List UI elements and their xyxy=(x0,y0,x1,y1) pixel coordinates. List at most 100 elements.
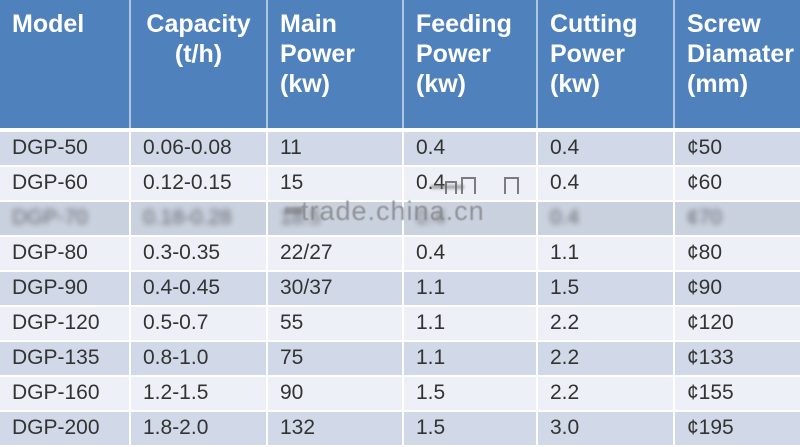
cell-text: 1.1 xyxy=(550,241,580,264)
cell-capacity: 1.2-1.5 xyxy=(131,377,268,412)
cell-model: DGP-160 xyxy=(0,377,131,412)
cell-capacity: 1.8-2.0 xyxy=(131,412,268,447)
cell-cutting-power: 2.2 xyxy=(538,342,675,377)
cell-feeding-power: 0.4 xyxy=(404,167,538,202)
column-header-feeding-power: Feeding Power (kw) xyxy=(404,0,538,128)
cell-text: DGP-80 xyxy=(12,241,88,264)
cell-capacity: 0.5-0.7 xyxy=(131,307,268,342)
cell-cutting-power: 1.5 xyxy=(538,272,675,307)
table-row: DGP-60 0.12-0.15 15 0.4 0.4 ¢60 xyxy=(0,167,800,202)
cell-feeding-power: 1.1 xyxy=(404,342,538,377)
cell-screw-diameter: ¢50 xyxy=(675,132,800,167)
cell-screw-diameter: ¢80 xyxy=(675,237,800,272)
cell-text: 1.5 xyxy=(416,416,446,439)
cell-text: 0.4 xyxy=(550,206,580,229)
cell-main-power: 15 xyxy=(268,167,404,202)
cell-screw-diameter: ¢195 xyxy=(675,412,800,447)
cell-text: 0.12-0.15 xyxy=(143,171,232,194)
cell-screw-diameter: ¢133 xyxy=(675,342,800,377)
cell-feeding-power: 1.1 xyxy=(404,307,538,342)
table-row: DGP-70 0.18-0.28 18.5 0.4 0.4 ¢70 xyxy=(0,202,800,237)
cell-text: 0.06-0.08 xyxy=(143,136,232,159)
cell-main-power: 22/27 xyxy=(268,237,404,272)
cell-screw-diameter: ¢90 xyxy=(675,272,800,307)
table-row: DGP-50 0.06-0.08 11 0.4 0.4 ¢50 xyxy=(0,132,800,167)
cell-text: ¢195 xyxy=(687,416,734,439)
table-header-row: Model Capacity (t/h) Main Power (kw) Feedin… xyxy=(0,0,800,132)
cell-screw-diameter: ¢120 xyxy=(675,307,800,342)
cell-text: DGP-90 xyxy=(12,276,88,299)
cell-text: 0.18-0.28 xyxy=(143,206,232,229)
cell-text: 0.4 xyxy=(416,171,446,194)
cell-text: 0.4 xyxy=(416,206,446,229)
cell-text: 2.2 xyxy=(550,346,580,369)
cell-model: DGP-70 xyxy=(0,202,131,237)
cell-feeding-power: 1.1 xyxy=(404,272,538,307)
cell-text: 1.8-2.0 xyxy=(143,416,209,439)
cell-text: 0.4 xyxy=(416,136,446,159)
cell-text: 0.4-0.45 xyxy=(143,276,221,299)
cell-text: 55 xyxy=(280,311,304,334)
cell-cutting-power: 3.0 xyxy=(538,412,675,447)
cell-capacity: 0.12-0.15 xyxy=(131,167,268,202)
cell-text: 0.4 xyxy=(416,241,446,264)
cell-text: ¢120 xyxy=(687,311,734,334)
table-row: DGP-135 0.8-1.0 75 1.1 2.2 ¢133 xyxy=(0,342,800,377)
cell-text: DGP-200 xyxy=(12,416,100,439)
table-row: DGP-80 0.3-0.35 22/27 0.4 1.1 ¢80 xyxy=(0,237,800,272)
cell-text: 11 xyxy=(280,136,302,159)
column-header-cutting-power: Cutting Power (kw) xyxy=(538,0,675,128)
cell-text: ¢60 xyxy=(687,171,723,194)
column-header-screw-diameter: Screw Diamater (mm) xyxy=(687,10,794,98)
cell-text: ¢50 xyxy=(687,136,723,159)
cell-cutting-power: 1.1 xyxy=(538,237,675,272)
cell-text: DGP-135 xyxy=(12,346,100,369)
cell-text: ¢70 xyxy=(687,206,723,229)
cell-main-power: 11 xyxy=(268,132,404,167)
cell-capacity: 0.06-0.08 xyxy=(131,132,268,167)
cell-text: 0.5-0.7 xyxy=(143,311,209,334)
cell-text: DGP-70 xyxy=(12,206,88,229)
cell-text: 0.4 xyxy=(550,171,580,194)
table-row: DGP-160 1.2-1.5 90 1.5 2.2 ¢155 xyxy=(0,377,800,412)
cell-capacity: 0.4-0.45 xyxy=(131,272,268,307)
cell-cutting-power: 0.4 xyxy=(538,202,675,237)
cell-cutting-power: 0.4 xyxy=(538,167,675,202)
cell-feeding-power: 1.5 xyxy=(404,412,538,447)
column-header-model: Model xyxy=(0,0,131,128)
cell-text: DGP-120 xyxy=(12,311,100,334)
cell-text: ¢90 xyxy=(687,276,723,299)
cell-feeding-power: 1.5 xyxy=(404,377,538,412)
cell-main-power: 132 xyxy=(268,412,404,447)
cell-text: ¢80 xyxy=(687,241,723,264)
cell-main-power: 90 xyxy=(268,377,404,412)
cell-main-power: 75 xyxy=(268,342,404,377)
table-row: DGP-90 0.4-0.45 30/37 1.1 1.5 ¢90 xyxy=(0,272,800,307)
cell-text: 75 xyxy=(280,346,304,369)
cell-text: 0.4 xyxy=(550,136,580,159)
table-body: DGP-50 0.06-0.08 11 0.4 0.4 ¢50 DGP-60 0.12-0.1… xyxy=(0,132,800,447)
cell-text: 0.3-0.35 xyxy=(143,241,221,264)
cell-text: 1.5 xyxy=(550,276,580,299)
cell-model: DGP-90 xyxy=(0,272,131,307)
column-header-main-power: Main Power (kw) xyxy=(268,0,404,128)
cell-text: 1.2-1.5 xyxy=(143,381,209,404)
cell-main-power: 55 xyxy=(268,307,404,342)
cell-text: 2.2 xyxy=(550,311,580,334)
cell-model: DGP-200 xyxy=(0,412,131,447)
cell-capacity: 0.18-0.28 xyxy=(131,202,268,237)
cell-screw-diameter: ¢60 xyxy=(675,167,800,202)
cell-text: DGP-160 xyxy=(12,381,100,404)
cell-screw-diameter: ¢155 xyxy=(675,377,800,412)
cell-text: 18.5 xyxy=(280,206,321,229)
column-header-capacity: Capacity (t/h) xyxy=(131,0,268,128)
cell-main-power: 18.5 xyxy=(268,202,404,237)
cell-text: 30/37 xyxy=(280,276,333,299)
cell-text: 1.5 xyxy=(416,381,446,404)
cell-feeding-power: 0.4 xyxy=(404,202,538,237)
cell-model: DGP-60 xyxy=(0,167,131,202)
cell-model: DGP-135 xyxy=(0,342,131,377)
cell-text: ¢155 xyxy=(687,381,734,404)
cell-text: 22/27 xyxy=(280,241,333,264)
